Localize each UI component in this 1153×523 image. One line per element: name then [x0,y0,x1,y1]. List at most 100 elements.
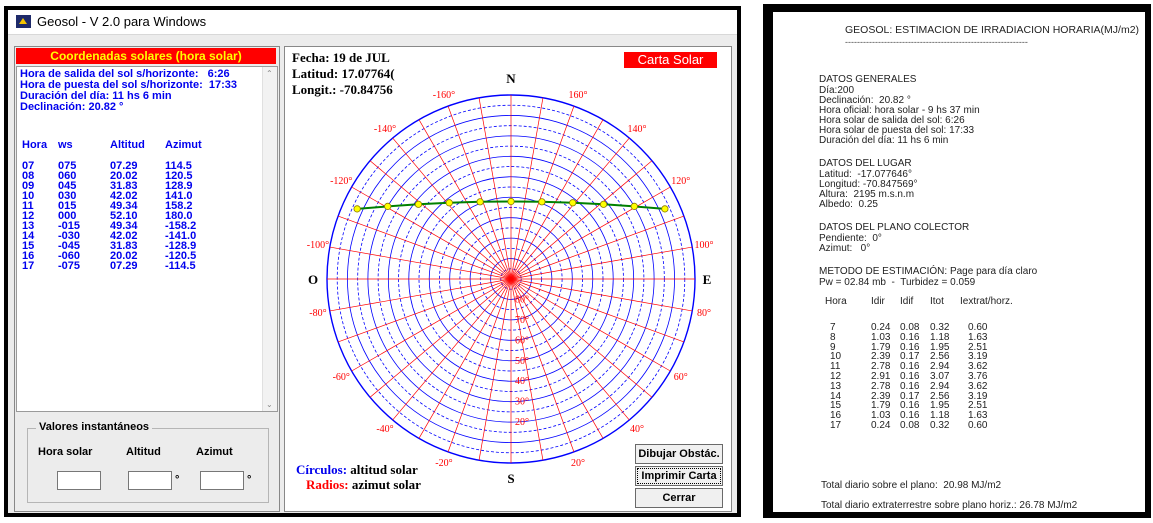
fecha-text: Fecha: 19 de JUL [292,50,390,65]
cell-altitud: 07.29 [110,160,138,172]
cell-hora: 12 [22,210,35,222]
cell-altitud: 49.34 [110,200,138,212]
app-icon [16,15,31,28]
cell-altitud: 20.02 [110,170,138,182]
col-altitud: Altitud [110,139,145,151]
general-declinacion: Declinación: 20.82 ° [819,95,911,106]
report-cell: 2.51 [968,400,988,412]
hora-solar-label: Hora solar [38,446,93,458]
report-cell: 0.16 [900,410,920,422]
azimuth-ray [337,215,512,280]
cell-ws: 075 [58,160,77,172]
irradiation-report: GEOSOL: ESTIMACION DE IRRADIACION HORARI… [763,4,1151,518]
day-length-line: Duración del día: 11 hs 6 min [20,90,172,102]
azimuth-ray [510,246,693,280]
cell-ws: 060 [58,170,77,182]
report-col-header: Iextrat/horz. [960,296,1013,307]
hora-solar-input[interactable] [57,471,101,490]
cerrar-button[interactable]: Cerrar [635,488,723,508]
cell-altitud: 42.02 [110,190,138,202]
sun-position-point [353,205,361,213]
report-cell: 17 [830,420,842,431]
azimuth-label: 160° [569,90,588,101]
imprimir-carta-button[interactable]: Imprimir Carta [635,466,723,486]
total-extraterrestre: Total diario extraterrestre sobre plano … [821,500,1078,511]
report-cell: 13 [830,380,842,392]
report-cell: 1.95 [930,341,950,353]
scroll-down-arrow-icon[interactable]: ⌄ [266,400,273,409]
report-cell: 0.24 [871,322,891,333]
cell-azimut: -114.5 [165,260,196,272]
coordinates-table-row: 07 075 07.29 114.5 [20,160,258,172]
report-cell: 2.78 [871,380,891,392]
report-cell: 0.16 [900,331,920,343]
col-azimut: Azimut [165,139,202,151]
cell-altitud: 20.02 [110,250,138,262]
lugar-albedo: Albedo: 0.25 [819,199,878,210]
azimuth-ray [418,278,512,439]
report-cell: 0.24 [871,420,891,431]
azimuth-label: 40° [630,424,644,435]
azimuth-ray [510,278,671,372]
cardinal-south-label: S [507,471,514,486]
general-dia: Día:200 [819,85,855,96]
sun-position-point [599,200,608,208]
cell-hora: 11 [22,200,34,212]
report-cell: 3.62 [968,380,988,392]
listbox-scrollbar[interactable]: ⌃ ⌄ [262,67,277,411]
total-plano: Total diario sobre el plano: 20.98 MJ/m2 [821,480,1002,491]
sun-position-point [661,205,669,213]
lugar-altura: Altura: 2195 m.s.n.m [819,189,915,200]
azimut-input[interactable] [200,471,244,490]
report-cell: 12 [830,371,842,382]
altitude-label: 60° [515,335,529,346]
azimuth-ray [510,278,544,461]
azimuth-label: -120° [330,176,352,187]
report-cell: 3.62 [968,361,988,373]
altitud-input[interactable] [128,471,172,490]
cell-azimut: 141.0 [165,190,193,202]
lugar-longitud: Longitud: -70.847569° [819,179,918,190]
legend-rays: Radios: azimut solar [306,477,421,493]
coordinates-table-row: 09 045 31.83 128.9 [20,180,258,192]
cell-azimut: 120.5 [165,170,193,182]
latitud-text: Latitud: 17.07764( [292,66,395,81]
report-separator: ----------------------------------------… [845,37,1028,47]
report-cell: 2.39 [871,390,891,402]
azimuth-label: -20° [435,458,452,469]
plano-pendiente: Pendiente: 0° [819,233,882,244]
report-cell: 9 [830,341,836,353]
report-cell: 0.16 [900,361,920,373]
cardinal-west-label: O [308,272,318,287]
report-col-header: Itot [930,296,944,307]
title-bar[interactable]: Geosol - V 2.0 para Windows [8,10,737,35]
sun-position-point [445,199,453,207]
coordinates-table-row: 10 030 42.02 141.0 [20,190,258,202]
cell-hora: 13 [22,220,35,232]
coordinates-table-row: 15 -045 31.83 -128.9 [20,241,258,252]
report-cell: 1.95 [930,400,950,412]
cell-altitud: 31.83 [110,180,138,192]
azimuth-ray [510,278,685,343]
report-cell: 1.18 [930,331,950,343]
scroll-up-arrow-icon[interactable]: ⌃ [266,69,273,78]
coordinates-table-body: 07 075 07.29 114.5 08 060 20.02 120.5 09 045 31.83… [20,160,258,272]
cell-hora: 09 [22,180,35,192]
coordinates-table-row: 17 -075 07.29 -114.5 [20,260,258,272]
coordinates-listbox[interactable]: Hora de salida del sol s/horizonte: 6:26… [16,66,278,412]
azimuth-ray [337,278,512,343]
cell-azimut: -120.5 [165,250,197,262]
sunrise-line: Hora de salida del sol s/horizonte: 6:26 [20,68,230,80]
cell-hora: 17 [22,260,35,272]
azimuth-ray [510,186,671,280]
dibujar-obstaculos-button[interactable]: Dibujar Obstác. [635,444,723,464]
report-cell: 3.19 [968,390,988,402]
cell-ws: 000 [58,210,77,222]
azimuth-ray [510,97,544,280]
coordinates-table-row: 16 -060 20.02 -120.5 [20,250,258,262]
cell-hora: 10 [22,190,35,202]
azimuth-label: -100° [307,240,329,251]
sun-position-point [507,197,515,206]
general-duracion: Duración del día: 11 hs 6 min [819,135,949,146]
cell-ws: 045 [58,180,77,192]
